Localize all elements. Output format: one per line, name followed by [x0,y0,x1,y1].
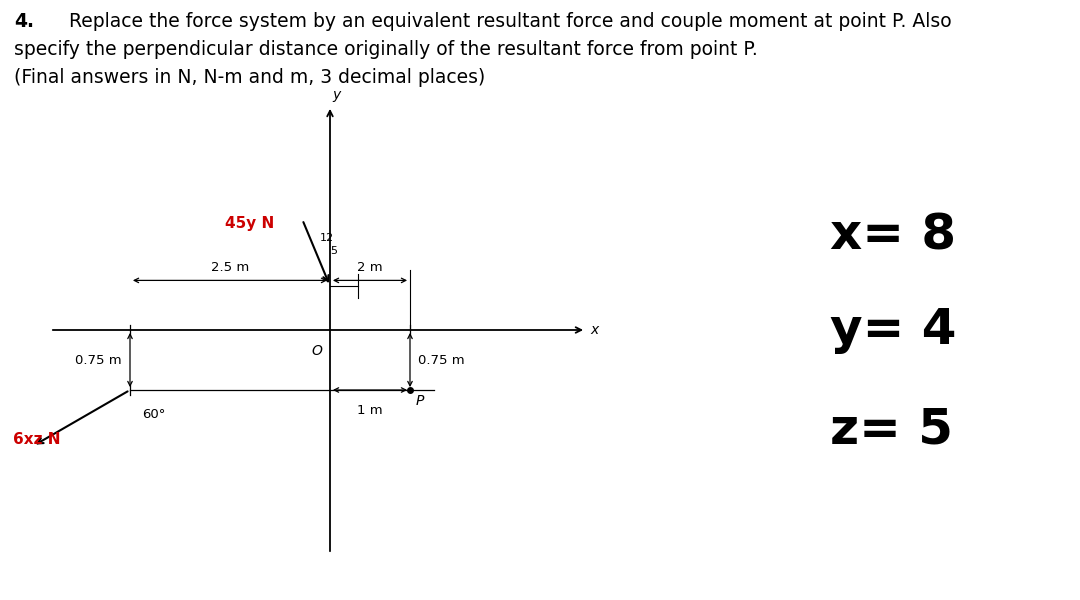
Text: 0.75 m: 0.75 m [418,353,464,367]
Text: 5: 5 [330,246,338,256]
Text: 60°: 60° [141,407,165,421]
Text: 12: 12 [320,233,335,244]
Text: 4.: 4. [14,12,33,31]
Text: O: O [311,344,322,358]
Text: x= 8: x= 8 [831,211,956,259]
Text: 0.75 m: 0.75 m [76,353,122,367]
Text: z= 5: z= 5 [831,406,953,454]
Text: y: y [333,88,340,102]
Text: 45y N: 45y N [225,216,274,231]
Text: 6xz N: 6xz N [13,431,60,446]
Text: 2.5 m: 2.5 m [211,262,249,274]
Text: (Final answers in N, N-m and m, 3 decimal places): (Final answers in N, N-m and m, 3 decima… [14,68,485,87]
Text: P: P [416,394,424,408]
Text: x: x [590,323,598,337]
Text: 1 m: 1 m [357,404,382,417]
Text: 2 m: 2 m [357,262,382,274]
Text: y= 4: y= 4 [831,306,957,354]
Text: specify the perpendicular distance originally of the resultant force from point : specify the perpendicular distance origi… [14,40,758,59]
Text: Replace the force system by an equivalent resultant force and couple moment at p: Replace the force system by an equivalen… [69,12,951,31]
